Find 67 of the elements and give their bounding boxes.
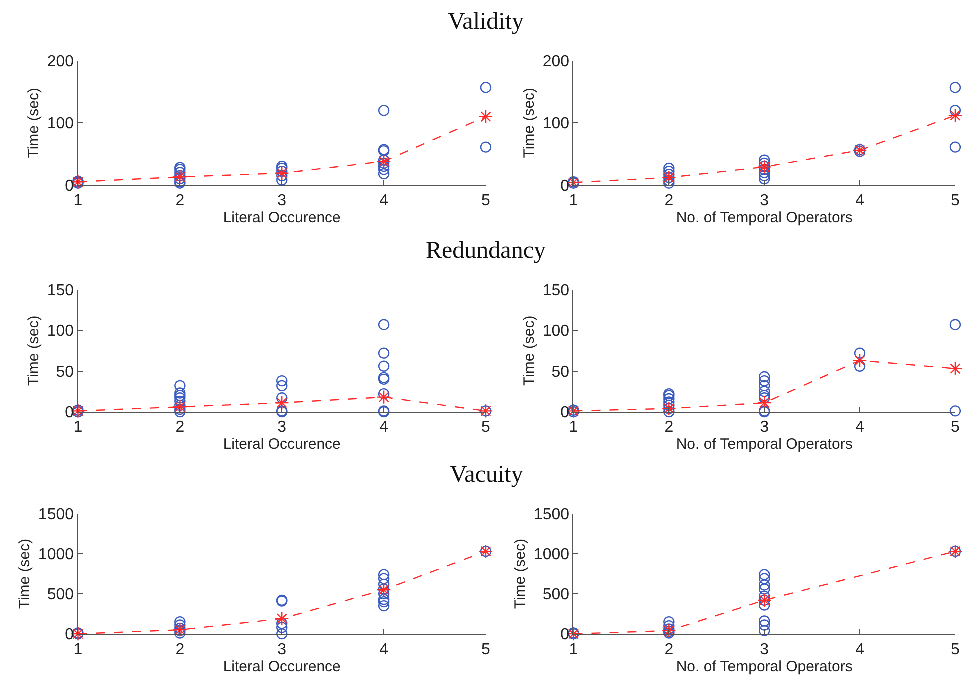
- y-axis-title: Time (sec): [521, 88, 538, 158]
- x-tick-label: 5: [951, 192, 960, 210]
- x-tick-label: 4: [380, 192, 389, 210]
- y-axis-title: Time (sec): [26, 316, 43, 386]
- x-axis-title: Literal Occurence: [223, 658, 341, 676]
- x-tick-label: 5: [482, 192, 491, 210]
- x-tick-label: 1: [569, 192, 578, 210]
- x-tick-label: 4: [380, 641, 389, 658]
- y-tick-label: 50: [552, 364, 570, 381]
- x-tick-label: 1: [74, 419, 83, 436]
- y-axis-title: Time (sec): [26, 88, 43, 158]
- x-axis-title: No. of Temporal Operators: [676, 658, 853, 676]
- y-tick-label: 0: [560, 626, 570, 644]
- chart-title: Validity: [448, 9, 524, 35]
- x-tick-label: 2: [176, 641, 185, 658]
- x-tick-label: 3: [278, 192, 287, 210]
- x-tick-label: 1: [569, 419, 578, 436]
- x-tick-label: 5: [482, 419, 491, 436]
- x-axis-title: No. of Temporal Operators: [676, 209, 853, 226]
- y-tick-label: 0: [560, 404, 570, 422]
- x-tick-label: 3: [760, 419, 770, 436]
- x-axis-title: Literal Occurence: [223, 436, 341, 454]
- x-tick-label: 1: [74, 192, 83, 210]
- chart-title: Redundancy: [426, 238, 546, 264]
- y-tick-label: 1000: [38, 546, 74, 564]
- x-tick-label: 2: [664, 192, 674, 210]
- y-tick-label: 0: [65, 404, 74, 422]
- x-axis-title: Literal Occurence: [223, 209, 341, 226]
- y-tick-label: 200: [542, 54, 570, 71]
- y-tick-label: 0: [65, 626, 74, 644]
- x-tick-label: 3: [760, 192, 770, 210]
- y-tick-label: 100: [47, 323, 74, 340]
- x-tick-label: 5: [951, 641, 960, 658]
- x-tick-label: 2: [664, 419, 674, 436]
- x-tick-label: 5: [951, 419, 960, 436]
- y-tick-label: 500: [47, 586, 74, 604]
- x-tick-label: 3: [278, 419, 287, 436]
- y-axis-title: Time (sec): [16, 538, 34, 610]
- y-tick-label: 50: [56, 364, 74, 381]
- x-tick-label: 2: [176, 192, 185, 210]
- x-tick-label: 4: [856, 641, 865, 658]
- y-tick-label: 100: [542, 116, 570, 133]
- y-tick-label: 1500: [38, 506, 74, 524]
- x-tick-label: 5: [482, 641, 491, 658]
- chart-title: Vacuity: [450, 462, 524, 488]
- x-tick-label: 4: [380, 419, 389, 436]
- x-tick-label: 1: [74, 641, 83, 658]
- x-tick-label: 4: [856, 192, 865, 210]
- y-tick-label: 1500: [534, 506, 570, 524]
- x-tick-label: 3: [760, 641, 770, 658]
- y-axis-title: Time (sec): [512, 538, 530, 610]
- y-tick-label: 200: [47, 54, 74, 71]
- x-tick-label: 4: [856, 419, 865, 436]
- y-axis-title: Time (sec): [521, 316, 538, 386]
- x-tick-label: 1: [569, 641, 578, 658]
- x-axis-title: No. of Temporal Operators: [676, 436, 853, 454]
- y-tick-label: 0: [560, 178, 570, 195]
- y-tick-label: 150: [542, 282, 570, 300]
- y-tick-label: 0: [65, 178, 74, 195]
- y-tick-label: 1000: [534, 546, 570, 564]
- x-tick-label: 3: [278, 641, 287, 658]
- x-tick-label: 2: [664, 641, 674, 658]
- y-tick-label: 500: [542, 586, 570, 604]
- y-tick-label: 100: [47, 116, 74, 133]
- y-tick-label: 150: [47, 282, 74, 300]
- y-tick-label: 100: [542, 323, 570, 340]
- x-tick-label: 2: [176, 419, 185, 436]
